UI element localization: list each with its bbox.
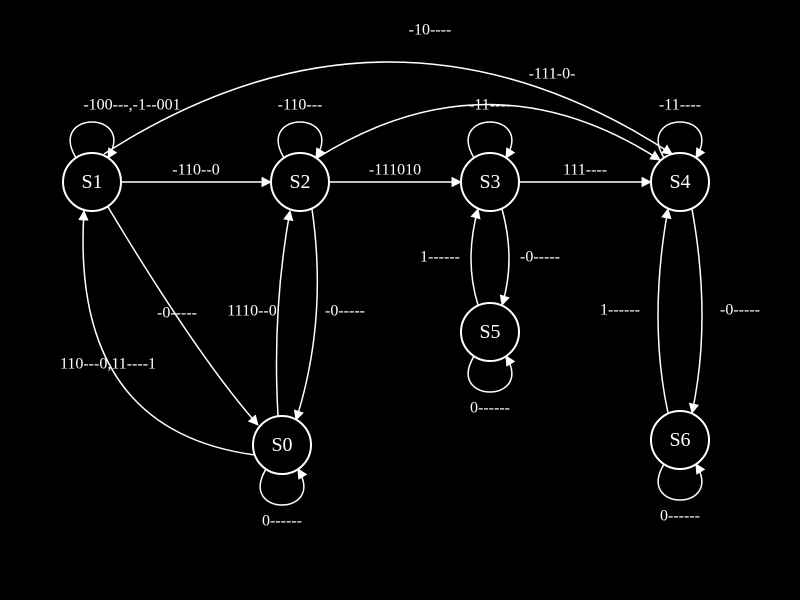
state-node-label: S4 xyxy=(669,171,690,193)
edge-S2-S3: -111010 xyxy=(329,162,461,183)
edge-S0-S2: 1110--0 xyxy=(227,211,290,416)
self-loop-S2: -110--- xyxy=(278,97,323,158)
state-node-label: S6 xyxy=(669,429,690,451)
self-loop-S5: 0------ xyxy=(468,356,512,416)
state-node-label: S5 xyxy=(479,321,500,343)
state-node-S4: S4 xyxy=(651,153,709,211)
edge-label: 111---- xyxy=(563,162,607,179)
edge-label: 1110--0 xyxy=(227,303,276,320)
edge-label: 1------ xyxy=(420,249,460,266)
state-node-label: S1 xyxy=(81,171,102,193)
state-node-label: S3 xyxy=(479,171,500,193)
self-loop-S6: 0------ xyxy=(658,464,702,524)
state-node-S6: S6 xyxy=(651,411,709,469)
edge-label: 110---0,11----1 xyxy=(60,356,156,373)
self-loop-label: -110--- xyxy=(278,97,323,114)
state-node-S0: S0 xyxy=(253,416,311,474)
edge-label: -10---- xyxy=(409,22,452,39)
self-loop-S1: -100---,-1--001 xyxy=(70,97,180,158)
edge-S6-S4: 1------ xyxy=(600,209,668,413)
self-loop-label: -100---,-1--001 xyxy=(83,97,180,114)
edge-label: -0----- xyxy=(720,302,760,319)
edge-S5-S3: 1------ xyxy=(420,209,478,305)
state-node-S2: S2 xyxy=(271,153,329,211)
edge-label: -0----- xyxy=(520,249,560,266)
self-loop-S0: 0------ xyxy=(260,469,304,529)
state-diagram: -110--0 -111010 111---- -0----- 110---0,11--… xyxy=(0,0,800,600)
edge-S1-S2: -110--0 xyxy=(121,162,271,183)
edge-label: -111010 xyxy=(369,162,421,179)
state-node-S5: S5 xyxy=(461,303,519,361)
state-node-label: S0 xyxy=(271,434,292,456)
edge-label: -0----- xyxy=(157,305,197,322)
edge-S3-S4: 111---- xyxy=(519,162,651,183)
self-loop-label: -11---- xyxy=(659,97,701,114)
self-loop-label: 0------ xyxy=(470,400,510,417)
edge-S0-S1: 110---0,11----1 xyxy=(60,211,255,455)
edge-S1-S4: -10---- xyxy=(104,22,672,155)
edge-label: -111-0- xyxy=(529,66,576,83)
edge-S2-S0: -0----- xyxy=(296,209,365,420)
self-loop-label: 0------ xyxy=(262,513,302,530)
edge-label: 1------ xyxy=(600,302,640,319)
edge-label: -110--0 xyxy=(172,162,219,179)
state-node-S3: S3 xyxy=(461,153,519,211)
self-loop-S3: -11---- xyxy=(468,97,512,158)
self-loop-label: 0------ xyxy=(660,508,700,525)
state-node-label: S2 xyxy=(289,171,310,193)
state-node-S1: S1 xyxy=(63,153,121,211)
edge-S3-S5: -0----- xyxy=(502,209,560,305)
edge-label: -0----- xyxy=(325,303,365,320)
edge-S4-S6: -0----- xyxy=(692,209,760,413)
self-loop-label: -11---- xyxy=(469,97,511,114)
